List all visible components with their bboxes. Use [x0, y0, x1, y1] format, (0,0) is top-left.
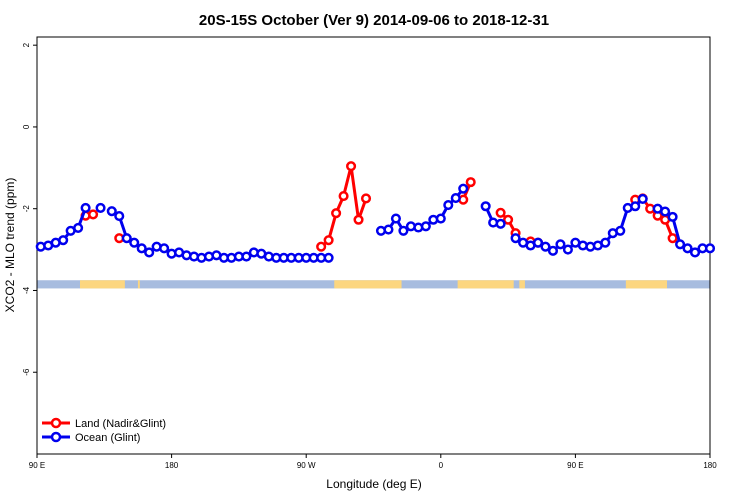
x-tick-label: 90 E — [29, 461, 45, 470]
land-band-segment — [625, 280, 668, 289]
x-axis: 90 E 180 90 W 0 90 E 180 — [29, 454, 717, 470]
ocean-data-point — [73, 222, 84, 233]
x-tick-label: 90 W — [297, 461, 316, 470]
ocean-data-point — [458, 183, 469, 194]
ocean-data-point — [615, 225, 626, 236]
land-band-segment — [79, 280, 125, 289]
ocean-data-point — [136, 243, 147, 254]
land-band-segment — [519, 280, 525, 289]
land-data-point — [503, 214, 514, 225]
land-data-point — [667, 233, 678, 244]
ocean-data-point — [667, 211, 678, 222]
ocean-data-point — [704, 243, 716, 254]
land-series-line — [320, 164, 368, 248]
y-axis-label: XCO2 - MLO trend (ppm) — [3, 178, 17, 313]
ocean-data-point — [495, 218, 506, 229]
land-band-segment — [137, 280, 140, 289]
ocean-data-point — [540, 241, 551, 252]
ocean-data-point — [241, 251, 252, 262]
ocean-data-point — [398, 225, 409, 236]
y-tick-label: -4 — [22, 286, 31, 294]
land-data-point — [323, 235, 334, 246]
x-tick-label: 180 — [703, 461, 717, 470]
land-data-point — [346, 161, 357, 172]
ocean-data-point — [323, 252, 334, 263]
ocean-data-point — [689, 247, 701, 258]
x-tick-label: 180 — [165, 461, 179, 470]
chart-title: 20S-15S October (Ver 9) 2014-09-06 to 20… — [199, 12, 549, 29]
ocean-data-point — [600, 237, 611, 248]
ocean-data-point — [450, 193, 461, 204]
ocean-data-point — [510, 233, 521, 244]
surface-type-band — [37, 280, 710, 289]
x-tick-label: 90 E — [567, 461, 583, 470]
x-tick-label: 0 — [439, 461, 444, 470]
ocean-data-point — [420, 221, 431, 232]
land-data-point — [88, 209, 99, 220]
ocean-data-point — [80, 202, 91, 213]
ocean-data-point — [547, 245, 559, 256]
y-tick-label: 0 — [22, 124, 31, 129]
ocean-data-point — [630, 201, 641, 212]
ocean-data-point — [532, 237, 544, 248]
land-data-point — [360, 193, 372, 204]
ocean-data-point — [58, 235, 69, 246]
ocean-data-point — [637, 193, 648, 204]
ocean-data-point — [443, 199, 454, 211]
legend: Land (Nadir&Glint) Ocean (Glint) — [42, 417, 166, 444]
land-data-point — [465, 177, 476, 188]
ocean-data-point — [159, 243, 170, 254]
y-tick-label: -6 — [22, 368, 31, 376]
ocean-data-point — [675, 239, 686, 250]
ocean-data-point — [383, 224, 394, 235]
ocean-data-point — [95, 202, 106, 213]
ocean-data-point — [660, 206, 671, 217]
ocean-data-point — [562, 244, 573, 255]
ocean-data-point — [114, 211, 125, 222]
series-land — [80, 161, 678, 252]
legend-ocean-label: Ocean (Glint) — [75, 432, 140, 444]
land-data-point — [338, 190, 349, 202]
ocean-data-point — [129, 237, 140, 248]
y-tick-label: -2 — [22, 205, 31, 213]
x-axis-label: Longitude (deg E) — [326, 477, 421, 491]
ocean-data-point — [390, 213, 401, 224]
ocean-data-point — [121, 233, 132, 244]
ocean-data-point — [480, 201, 491, 212]
legend-land-label: Land (Nadir&Glint) — [75, 418, 166, 430]
ocean-data-point — [435, 213, 446, 224]
y-tick-label: 2 — [22, 42, 31, 47]
legend-ocean-marker — [50, 431, 62, 443]
series-ocean — [35, 183, 716, 263]
ocean-data-point — [682, 243, 693, 254]
ocean-data-point — [106, 206, 117, 217]
land-band-segment — [457, 280, 514, 289]
ocean-data-point — [555, 239, 566, 250]
land-data-point — [353, 214, 364, 225]
legend-land-marker — [50, 417, 62, 429]
y-axis: 2 0 -2 -4 -6 — [22, 42, 37, 376]
ocean-data-point — [144, 247, 155, 258]
land-data-point — [331, 208, 342, 219]
land-data-point — [316, 241, 327, 252]
land-data-point — [495, 207, 506, 218]
land-band-segment — [334, 280, 402, 289]
series-layer — [35, 161, 716, 263]
